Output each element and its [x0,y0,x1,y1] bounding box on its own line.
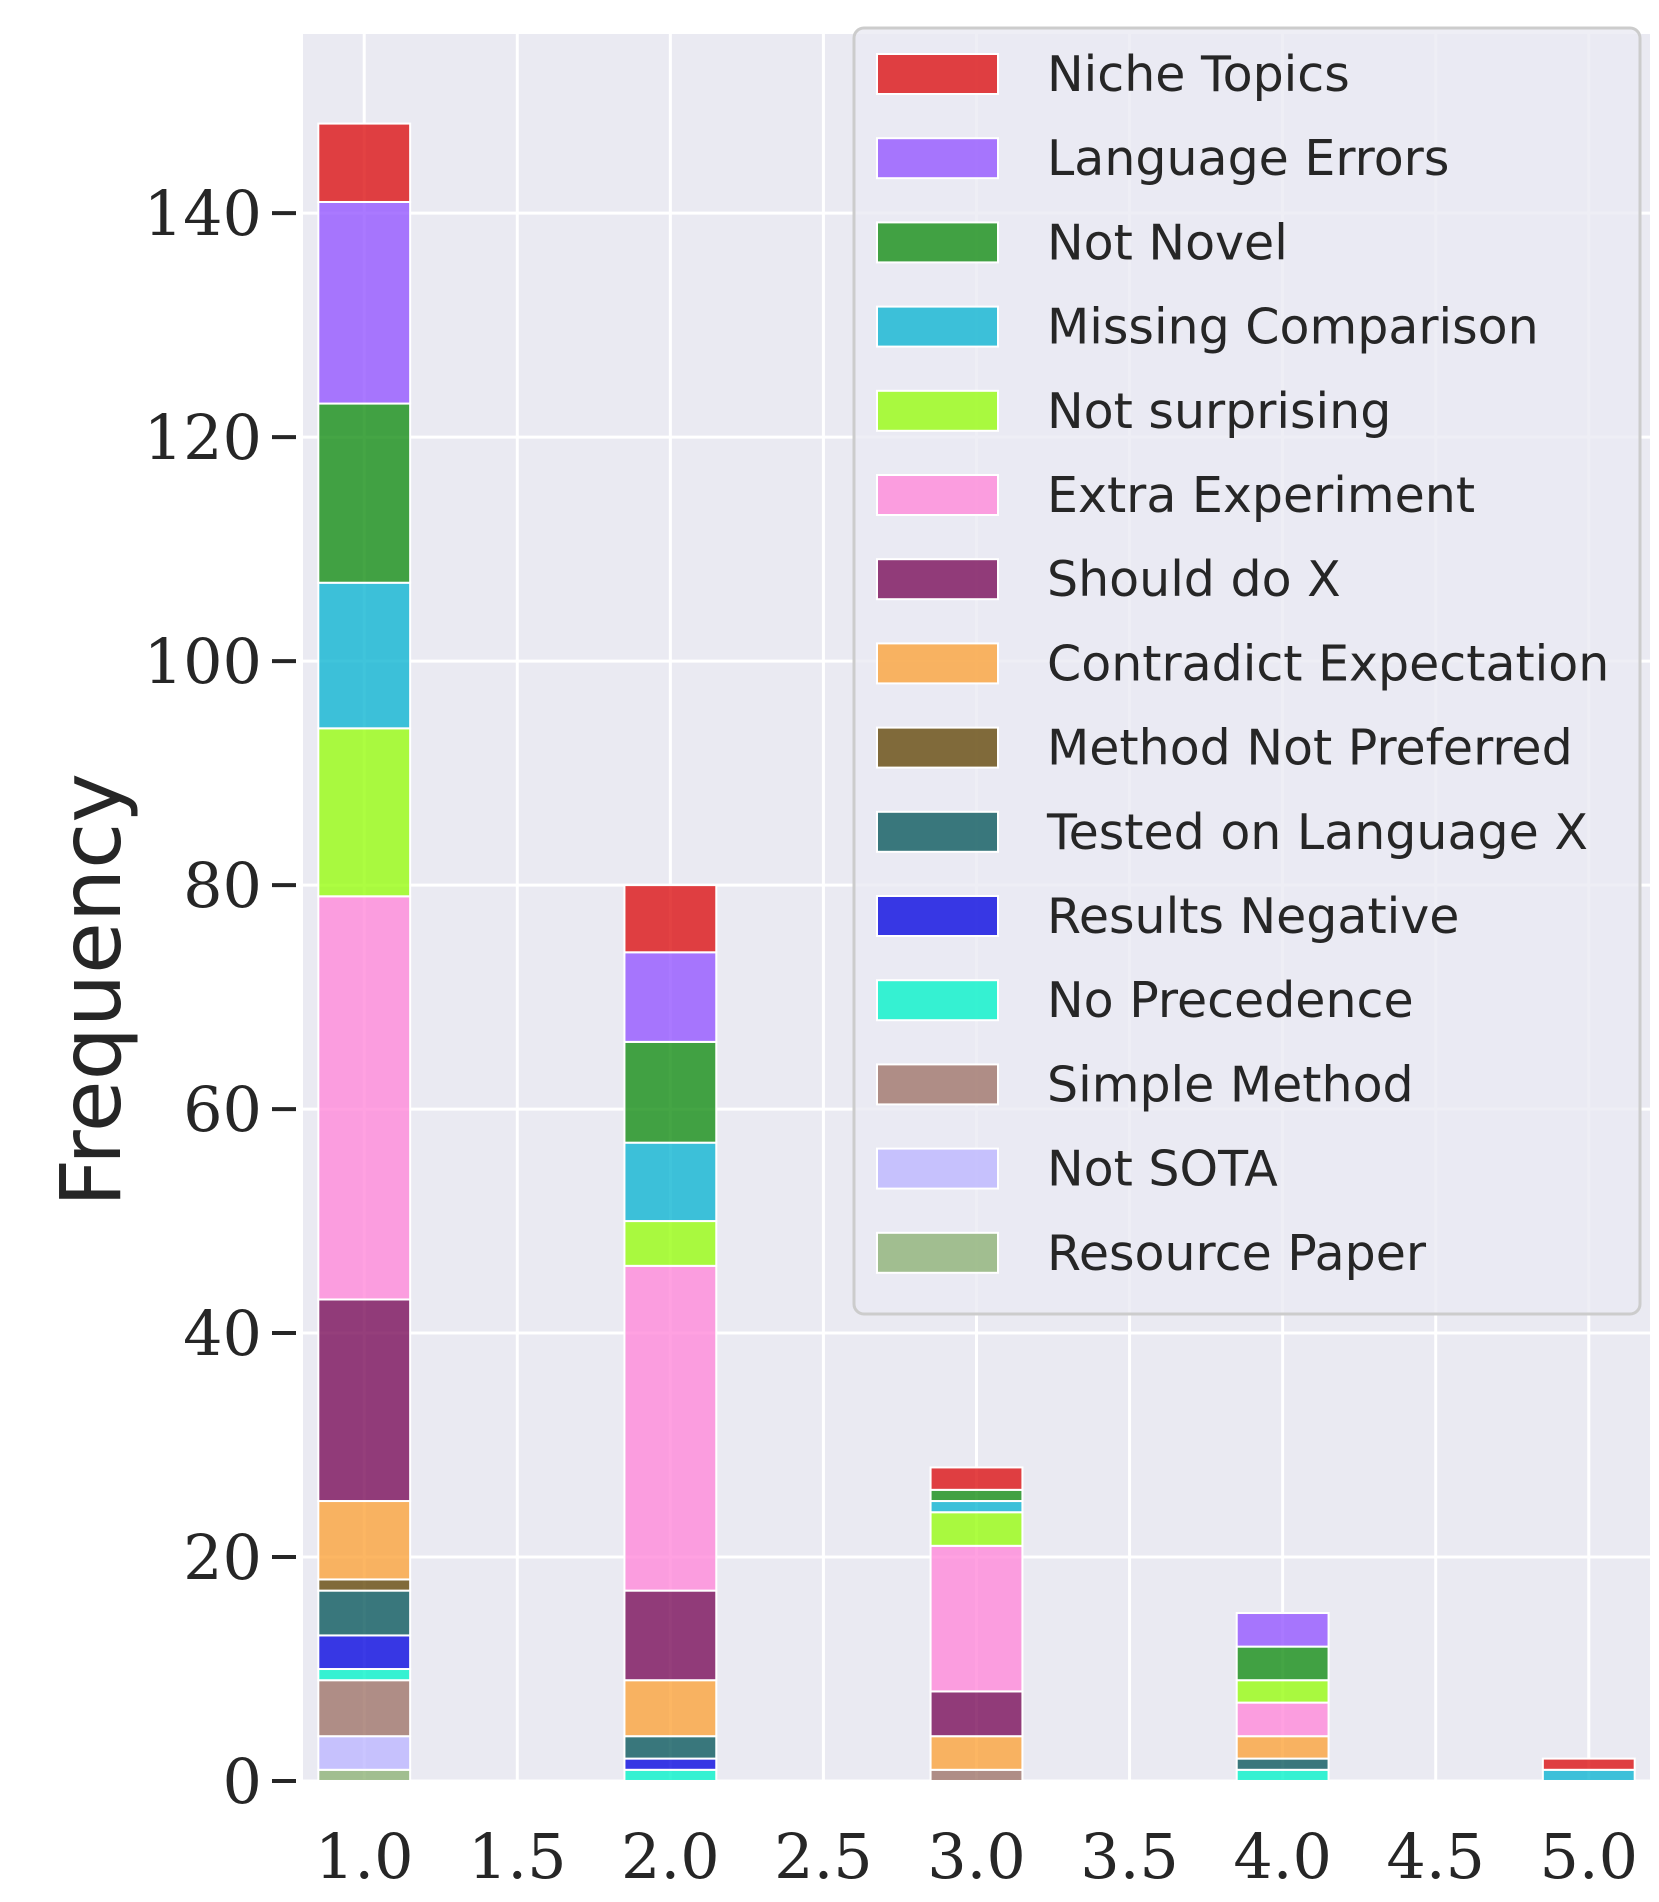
bar-segment [623,951,718,1043]
x-tick-label: 2.0 [621,1820,720,1893]
axes: 1.0 1.5 2.0 2.5 3.0 3.5 4.0 4.5 5.0 0 20 40 60 80 100 1… [144,177,1638,1893]
legend-label: No Precedence [1047,972,1414,1029]
bar-segment [317,1634,412,1671]
legend-label: Niche Topics [1047,46,1350,103]
bar-segment [623,1220,718,1267]
bar-segment [317,581,412,730]
legend-box [852,26,1642,1316]
legend-swatch [876,137,999,180]
bar-segment [317,1298,412,1503]
bar-segment [623,1679,718,1738]
y-tick-label: 40 [183,1297,262,1370]
legend-swatch [876,53,999,95]
bar-segment [929,1544,1024,1693]
bar-segment [1235,1645,1330,1682]
legend-label: Contradict Expectation [1047,635,1609,692]
bar-segment [929,1466,1024,1491]
bar-segment [317,895,412,1301]
bar-segment [1235,1701,1330,1738]
legend-label: Not surprising [1047,383,1391,440]
bar-segment [623,1141,718,1223]
bar-segment [1235,1757,1330,1771]
y-tick-label: 100 [144,625,262,698]
legend-swatch [876,474,999,516]
legend-swatch [876,305,999,348]
legend-label: Resource Paper [1047,1225,1427,1282]
bar-segment [1235,1612,1330,1648]
bar-segment [1235,1735,1330,1760]
bar-segment [929,1511,1024,1547]
x-tick-label: 4.0 [1233,1820,1332,1893]
y-tick-label: 120 [144,401,262,474]
legend-swatch [876,642,999,685]
y-tick-label: 20 [183,1521,262,1594]
x-tick-label: 4.5 [1386,1820,1485,1893]
legend-label: Results Negative [1047,888,1459,945]
x-tick-label: 3.0 [927,1820,1026,1893]
bar-segment [317,1500,412,1581]
legend-label: Tested on Language X [1046,804,1588,861]
x-tick-label: 2.5 [774,1820,873,1893]
bar-segment [929,1500,1024,1514]
legend: Niche Topics Language Errors Not Novel Miss… [852,26,1642,1316]
bar-segment [929,1768,1024,1782]
bar-segment [1541,1768,1636,1782]
legend-swatch [876,895,999,937]
bar-segment [317,402,412,584]
bar-segment [623,1757,718,1771]
bar-segment [623,1040,718,1144]
legend-label: Not Novel [1047,214,1288,271]
bar-segment [1541,1757,1636,1771]
y-tick-label: 80 [183,849,262,922]
x-tick-label: 1.5 [468,1820,567,1893]
bar-segment [623,1768,718,1782]
y-tick-label: 0 [223,1745,262,1818]
y-tick-label: 60 [183,1073,262,1146]
legend-label: Method Not Preferred [1047,720,1573,777]
bar-segment [623,1735,718,1760]
legend-swatch [876,558,999,601]
y-axis-label: Frequency [42,773,140,1207]
bar-segment [317,1768,412,1782]
bar-segment [317,200,412,405]
bar-segment [929,1690,1024,1738]
legend-swatch [876,979,999,1022]
y-tick-label: 140 [144,177,262,250]
legend-label: Missing Comparison [1047,299,1539,356]
bar-segment [623,1264,718,1592]
bar-segment [1235,1768,1330,1782]
legend-label: Simple Method [1047,1056,1414,1113]
bar-segment [317,1668,412,1682]
legend-swatch [876,810,999,853]
legend-swatch [876,726,999,769]
legend-swatch [876,1231,999,1274]
legend-label: Extra Experiment [1047,467,1475,524]
bar-segment [317,1578,412,1592]
bar-segment [317,727,412,898]
bar-segment [623,1589,718,1682]
bar-segment [317,1679,412,1738]
legend-swatch [876,221,999,264]
bar-segment [623,884,718,954]
legend-swatch [876,1147,999,1190]
bar-segment [929,1735,1024,1771]
bar-segment [317,122,412,203]
x-tick-label: 3.5 [1080,1820,1179,1893]
bars [317,122,1636,1782]
legend-label: Language Errors [1047,130,1449,187]
x-tick-label: 5.0 [1539,1820,1638,1893]
legend-label: Not SOTA [1047,1141,1278,1198]
legend-swatch [876,389,999,432]
bar-segment [317,1589,412,1637]
bar-segment [929,1488,1024,1503]
legend-label: Should do X [1047,551,1341,608]
x-tick-label: 1.0 [315,1820,414,1893]
bar-segment [1235,1679,1330,1704]
legend-swatch [876,1063,999,1106]
bar-segment [317,1735,412,1771]
